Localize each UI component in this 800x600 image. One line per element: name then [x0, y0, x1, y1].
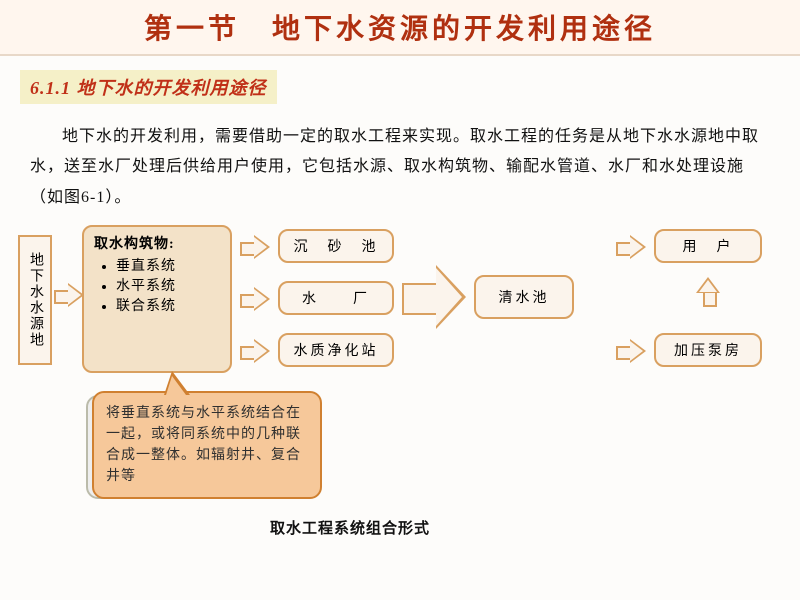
arrow-icon — [54, 285, 84, 309]
section-heading: 6.1.1 地下水的开发利用途径 — [20, 70, 277, 104]
node-source: 地下水水源地 — [18, 235, 52, 365]
callout-tooltip: 将垂直系统与水平系统结合在一起，或将同系统中的几种联合成一整体。如辐射井、复合井… — [92, 391, 322, 499]
node-intake: 取水构筑物:垂直系统水平系统联合系统 — [82, 225, 232, 373]
body-paragraph: 地下水的开发利用，需要借助一定的取水工程来实现。取水工程的任务是从地下水水源地中… — [30, 122, 770, 213]
node-right-0: 用 户 — [654, 229, 762, 263]
node-mid-0: 沉 砂 池 — [278, 229, 394, 263]
node-clearpool: 清水池 — [474, 275, 574, 319]
title-bar: 第一节 地下水资源的开发利用途径 — [0, 0, 800, 56]
node-mid-1: 水 厂 — [278, 281, 394, 315]
flow-diagram: 地下水水源地取水构筑物:垂直系统水平系统联合系统 沉 砂 池水 厂水质净化站 清水池… — [18, 225, 778, 455]
figure-caption: 取水工程系统组合形式 — [270, 517, 430, 538]
node-mid-2: 水质净化站 — [278, 333, 394, 367]
node-right-1: 加压泵房 — [654, 333, 762, 367]
page-title: 第一节 地下水资源的开发利用途径 — [144, 7, 656, 47]
